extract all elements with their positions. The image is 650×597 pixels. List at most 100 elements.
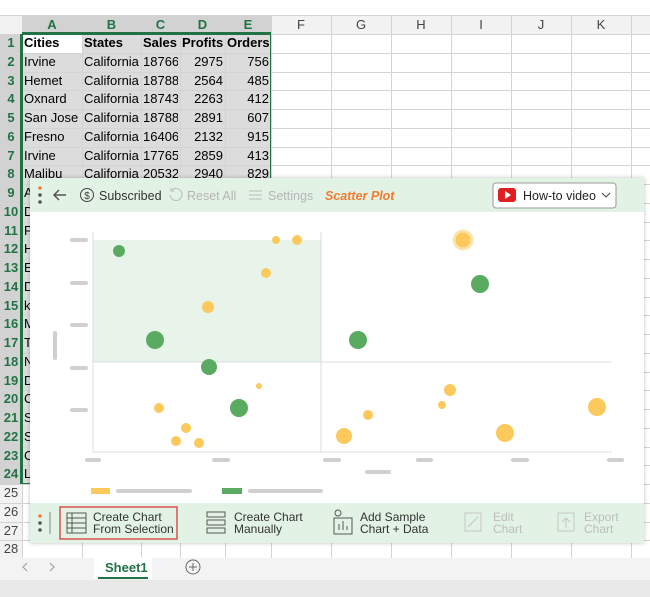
row-number[interactable]: 5	[7, 110, 15, 125]
cell: States	[84, 35, 124, 50]
edit-icon	[464, 512, 482, 532]
row-number[interactable]: 19	[3, 372, 19, 388]
back-arrow[interactable]	[52, 189, 66, 201]
cell: California	[84, 110, 139, 125]
subscribed-label[interactable]: Subscribed	[99, 189, 162, 203]
action-label[interactable]: Edit	[493, 510, 514, 524]
row-number[interactable]: 14	[3, 278, 19, 294]
cell: 2564	[194, 72, 223, 88]
row-number[interactable]: 26	[3, 503, 19, 519]
cell: Irvine	[24, 53, 56, 69]
sheet-tab-bg[interactable]	[94, 557, 152, 579]
row-number[interactable]: 21	[3, 410, 19, 425]
column-header[interactable]: D	[197, 17, 208, 32]
column-header[interactable]: E	[243, 17, 253, 32]
selected-action-border	[59, 506, 178, 540]
manual-icon	[206, 511, 226, 534]
column-header[interactable]: G	[355, 17, 367, 32]
row-number[interactable]: 23	[3, 447, 19, 463]
tab-scroll-right[interactable]	[49, 562, 55, 572]
action-label[interactable]: Export	[584, 510, 619, 524]
cell: Profits	[182, 35, 223, 50]
row-number[interactable]: 4	[7, 91, 15, 107]
add-sheet[interactable]	[185, 559, 201, 575]
column-header-selected	[22, 15, 271, 34]
row-number[interactable]: 18	[3, 353, 19, 369]
row-number[interactable]: 24	[3, 466, 19, 482]
cell: California	[84, 91, 139, 107]
row-number[interactable]: 20	[3, 391, 19, 407]
sheet-tab[interactable]: Sheet1	[105, 560, 148, 575]
video-button[interactable]	[492, 182, 617, 209]
settings-button[interactable]: Settings	[268, 189, 314, 203]
menu-dots[interactable]	[38, 186, 42, 204]
preview-bubbles-yellow	[154, 229, 606, 448]
cell: 17765	[143, 147, 178, 163]
video-label[interactable]: How-to video	[523, 189, 596, 203]
cell: M	[24, 315, 80, 334]
row-number[interactable]: 1	[7, 35, 15, 50]
row-number[interactable]: 2	[7, 53, 15, 69]
action-dots[interactable]	[38, 514, 42, 532]
action-label[interactable]: Chart	[493, 522, 523, 536]
row-number[interactable]: 15	[3, 297, 19, 313]
sample-icon	[333, 509, 353, 535]
row-number[interactable]: 12	[3, 241, 19, 257]
action-label[interactable]: Chart	[584, 522, 614, 536]
row-number[interactable]: 3	[7, 72, 15, 88]
cell: S	[24, 410, 33, 425]
cell: 18743	[143, 91, 178, 107]
tab-scroll-left[interactable]	[22, 562, 28, 572]
legend-swatch	[91, 488, 110, 494]
column-header[interactable]: B	[106, 17, 117, 32]
cell: Malibu	[24, 166, 63, 182]
row-number[interactable]: 6	[7, 128, 15, 144]
column-header[interactable]: I	[479, 17, 483, 32]
action-label[interactable]: Chart + Data	[360, 522, 429, 536]
add-sheet-plus	[189, 563, 197, 571]
action-label[interactable]: Create Chart	[93, 510, 162, 524]
cell: T	[24, 335, 32, 350]
row-number[interactable]: 27	[3, 522, 19, 538]
grid-line	[0, 34, 650, 35]
row-number[interactable]: 9	[7, 185, 15, 200]
cell: S	[24, 428, 33, 444]
row-number[interactable]: 28	[3, 541, 19, 557]
action-label[interactable]: Add Sample	[360, 510, 426, 524]
cell: 20532	[143, 166, 178, 182]
column-header[interactable]: H	[416, 17, 426, 32]
cell: 2940	[194, 166, 223, 182]
column-header[interactable]: K	[596, 17, 606, 32]
column-header[interactable]: C	[155, 17, 166, 32]
action-label[interactable]: From Selection	[93, 522, 174, 536]
column-header[interactable]: F	[297, 17, 305, 32]
grid-line	[0, 146, 650, 148]
row-number[interactable]: 8	[7, 166, 15, 182]
column-header[interactable]: A	[47, 17, 57, 32]
row-number[interactable]: 7	[7, 147, 15, 163]
row-number[interactable]: 17	[3, 335, 19, 350]
action-label[interactable]: Manually	[234, 522, 283, 536]
cell: 413	[247, 147, 269, 163]
action-label[interactable]: Create Chart	[234, 510, 303, 524]
reset-icon	[169, 188, 183, 201]
play-glyph	[505, 191, 511, 199]
row-number[interactable]: 25	[3, 485, 19, 500]
row-number[interactable]: 13	[3, 260, 19, 275]
preview-quadrant	[93, 240, 321, 362]
row-number[interactable]: 16	[3, 316, 19, 332]
cell: D	[24, 203, 34, 219]
row-number[interactable]: 22	[3, 428, 19, 444]
cell: 915	[247, 128, 269, 144]
row-number[interactable]: 10	[3, 203, 19, 219]
cell: 18788	[143, 72, 178, 88]
panel-title: Scatter Plot	[325, 189, 395, 203]
grid-line	[0, 71, 650, 73]
reset-button[interactable]: Reset All	[187, 189, 237, 203]
cell: L	[24, 466, 32, 482]
cell: N	[24, 353, 34, 369]
cell: 2975	[194, 53, 223, 69]
cell: Oxnard	[24, 91, 67, 107]
row-number[interactable]: 11	[4, 222, 18, 238]
column-header[interactable]: J	[537, 17, 545, 32]
